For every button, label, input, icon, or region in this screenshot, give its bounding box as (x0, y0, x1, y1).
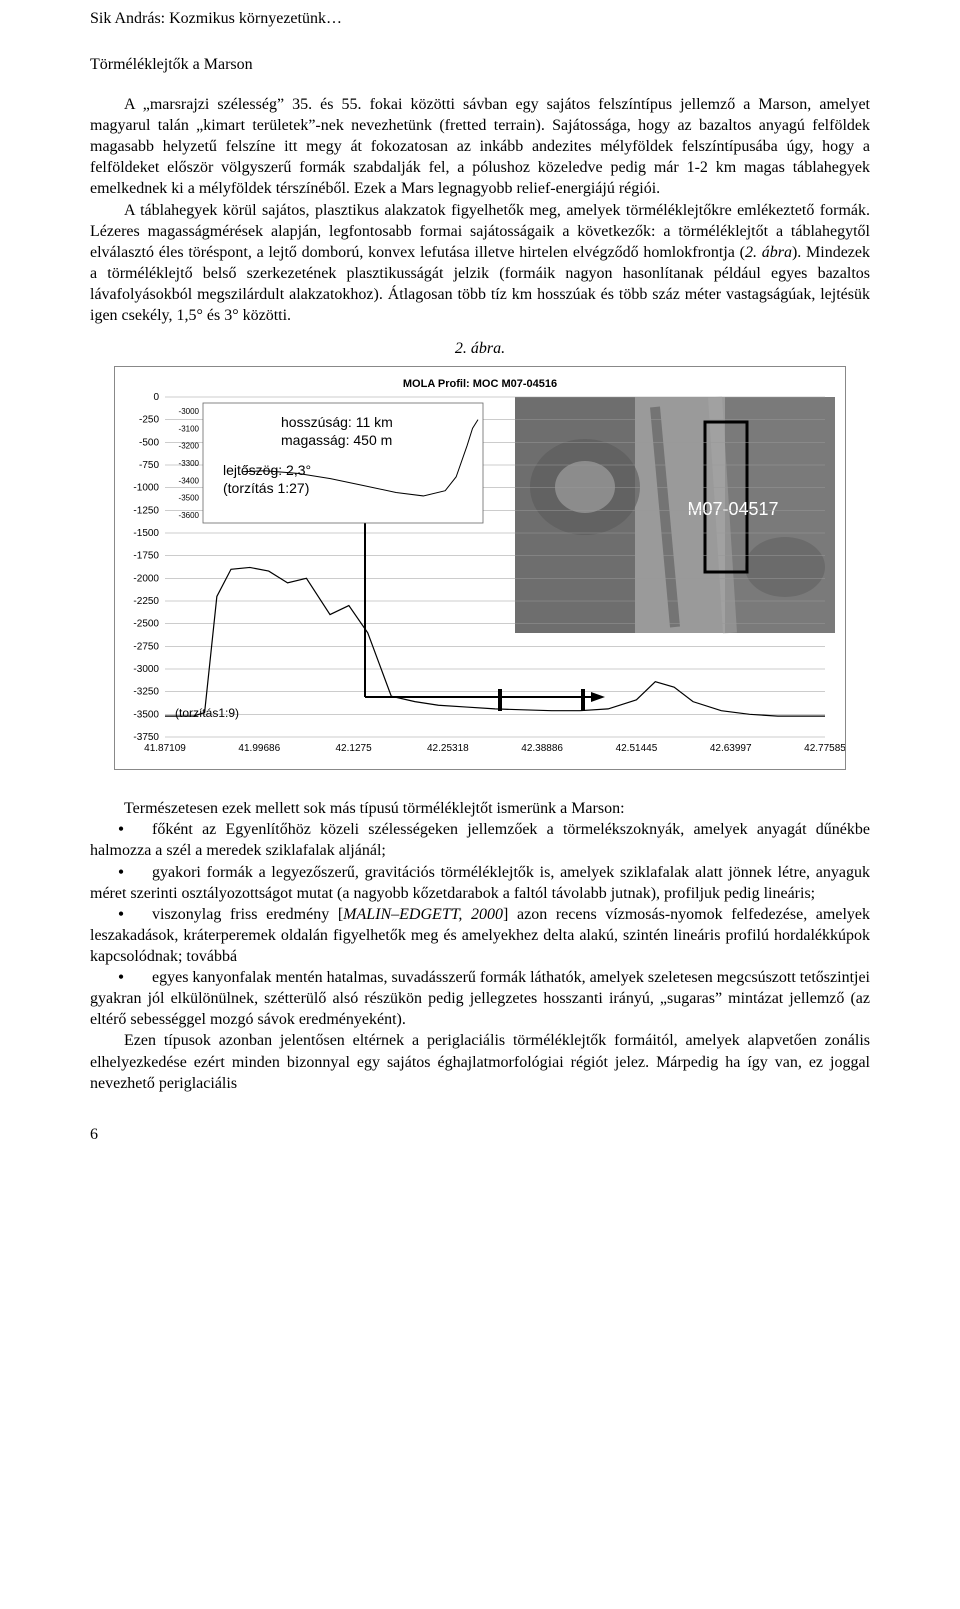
figure-2: MOLA Profil: MOC M07-04516 M07-04517 (90, 366, 870, 770)
list-item: •főként az Egyenlítőhöz közeli szélesség… (90, 819, 870, 861)
running-header: Sik András: Kozmikus környezetünk… (90, 10, 870, 28)
svg-text:42.38886: 42.38886 (521, 743, 563, 754)
paragraph-after-figure: Természetesen ezek mellett sok más típus… (90, 798, 870, 819)
svg-text:-2750: -2750 (133, 642, 159, 653)
svg-text:M07-04517: M07-04517 (687, 499, 778, 519)
svg-text:-2500: -2500 (133, 619, 159, 630)
svg-text:-1250: -1250 (133, 506, 159, 517)
svg-text:-3100: -3100 (179, 425, 200, 434)
svg-text:-3250: -3250 (133, 687, 159, 698)
bullet-list: •főként az Egyenlítőhöz közeli szélesség… (90, 819, 870, 1030)
svg-text:-3500: -3500 (133, 710, 159, 721)
svg-text:-3750: -3750 (133, 732, 159, 743)
page-root: Sik András: Kozmikus környezetünk… Törmé… (0, 0, 960, 1184)
svg-text:41.99686: 41.99686 (238, 743, 280, 754)
svg-text:-3400: -3400 (179, 477, 200, 486)
svg-text:-1500: -1500 (133, 528, 159, 539)
svg-text:-2000: -2000 (133, 574, 159, 585)
svg-text:42.1275: 42.1275 (335, 743, 372, 754)
svg-text:(torzítás1:9): (torzítás1:9) (175, 706, 239, 720)
svg-text:MOLA Profil: MOC M07-04516: MOLA Profil: MOC M07-04516 (403, 378, 557, 390)
svg-text:0: 0 (153, 392, 159, 403)
svg-text:lejtőszög: 2,3°: lejtőszög: 2,3° (223, 462, 311, 478)
svg-text:42.25318: 42.25318 (427, 743, 469, 754)
svg-text:-3000: -3000 (179, 407, 200, 416)
svg-text:41.87109: 41.87109 (144, 743, 186, 754)
list-item: •egyes kanyonfalak mentén hatalmas, suva… (90, 967, 870, 1030)
paragraph-1: A „marsrajzi szélesség” 35. és 55. fokai… (90, 94, 870, 200)
paragraph-2: A táblahegyek körül sajátos, plasztikus … (90, 200, 870, 327)
svg-text:-1000: -1000 (133, 483, 159, 494)
list-item: •viszonylag friss eredmény [MALIN–EDGETT… (90, 904, 870, 967)
svg-text:magasság: 450 m: magasság: 450 m (281, 432, 392, 448)
svg-text:-3000: -3000 (133, 664, 159, 675)
svg-text:(torzítás 1:27): (torzítás 1:27) (223, 480, 309, 496)
svg-text:-3200: -3200 (179, 442, 200, 451)
paragraph-last: Ezen típusok azonban jelentősen eltérnek… (90, 1030, 870, 1093)
svg-text:-1750: -1750 (133, 551, 159, 562)
page-number: 6 (90, 1126, 870, 1144)
section-title: Törméléklejtők a Marson (90, 56, 870, 74)
svg-text:42.51445: 42.51445 (616, 743, 658, 754)
svg-text:hosszúság: 11 km: hosszúság: 11 km (281, 414, 393, 430)
svg-text:-750: -750 (139, 460, 159, 471)
svg-text:42.77585: 42.77585 (804, 743, 846, 754)
mola-profile-chart: MOLA Profil: MOC M07-04516 M07-04517 (114, 366, 846, 770)
svg-text:-3600: -3600 (179, 511, 200, 520)
svg-text:42.63997: 42.63997 (710, 743, 752, 754)
svg-text:-3300: -3300 (179, 459, 200, 468)
svg-text:-3500: -3500 (179, 494, 200, 503)
svg-text:-2250: -2250 (133, 596, 159, 607)
figure-caption: 2. ábra. (90, 340, 870, 358)
svg-text:-250: -250 (139, 415, 159, 426)
svg-text:-500: -500 (139, 438, 159, 449)
list-item: •gyakori formák a legyezőszerű, gravitác… (90, 862, 870, 904)
